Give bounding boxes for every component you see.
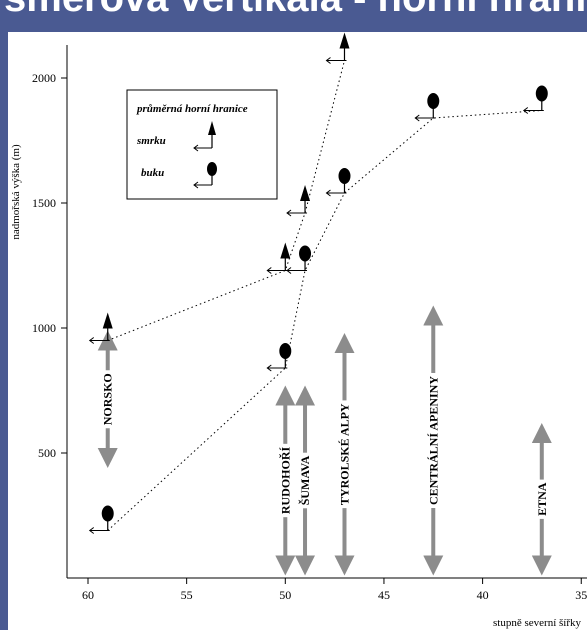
x-tick-label: 35 xyxy=(575,588,587,602)
region-label: TYROLSKÉ ALPY xyxy=(337,403,351,505)
marker-left-arrow xyxy=(286,209,292,217)
title-banner: směrová vertikála - horní hranice xyxy=(0,0,587,40)
x-axis-label: stupně severní šířky xyxy=(493,617,581,629)
spruce-marker xyxy=(266,242,291,274)
marker-triangle xyxy=(300,185,311,201)
spruce-marker xyxy=(286,185,311,217)
region-norsko: NORSKO xyxy=(97,330,118,468)
marker-left-arrow xyxy=(325,57,331,64)
marker-left-arrow xyxy=(266,364,272,372)
beech-marker xyxy=(414,93,440,122)
x-tick-label: 45 xyxy=(378,588,390,602)
marker-triangle xyxy=(102,312,113,329)
marker-ellipse xyxy=(101,505,114,522)
region-label-bg xyxy=(277,443,294,518)
region-label: ETNA xyxy=(535,482,549,516)
legend-beech-icon xyxy=(193,162,217,189)
region-arrows: NORSKO RUDOHOŘÍ ŠUMAVA TYROLSKÉ ALPY CENTRÁL… xyxy=(97,305,552,576)
banner-text: směrová vertikála - horní hranice xyxy=(4,0,587,21)
region-label: ŠUMAVA xyxy=(298,455,312,505)
ticks: 60 55 50 45 40 35 500 1000 1500 2000 xyxy=(32,71,587,602)
region-label-bg xyxy=(297,452,314,509)
axes: nadmořská výška (m) stupně severní šířky xyxy=(10,45,587,629)
region-label-bg xyxy=(533,479,550,519)
marker-left-arrow xyxy=(88,527,95,534)
series-spruce xyxy=(88,32,350,344)
chart-panel: nadmořská výška (m) stupně severní šířky… xyxy=(8,32,587,630)
y-tick-label: 1500 xyxy=(32,196,56,210)
spruce-marker xyxy=(88,312,113,344)
x-tick-label: 55 xyxy=(181,588,193,602)
region-label-bg xyxy=(336,400,353,509)
y-tick-label: 500 xyxy=(38,446,56,460)
region-label-bg xyxy=(99,370,116,429)
marker-left-arrow xyxy=(286,267,292,274)
region-label-bg xyxy=(425,372,442,509)
marker-left-arrow xyxy=(266,267,272,274)
legend-spruce-label: smrku xyxy=(136,135,166,147)
spruce-marker xyxy=(325,32,350,64)
marker-ellipse xyxy=(338,168,351,184)
region-tyrolské-alpy: TYROLSKÉ ALPY xyxy=(334,333,355,576)
beech-marker xyxy=(325,168,351,197)
x-tick-label: 50 xyxy=(279,588,291,602)
y-tick-label: 2000 xyxy=(32,71,56,85)
beech-marker xyxy=(266,343,292,372)
legend-beech-label: buku xyxy=(141,167,164,179)
beech-marker xyxy=(522,85,548,114)
x-tick-label: 40 xyxy=(477,588,489,602)
region-etna: ETNA xyxy=(531,423,552,576)
beech-marker xyxy=(286,245,312,274)
region-label: RUDOHOŘÍ xyxy=(278,447,292,515)
marker-left-arrow xyxy=(88,337,95,344)
marker-left-arrow xyxy=(325,189,331,197)
region-šumava: ŠUMAVA xyxy=(295,385,316,576)
marker-left-arrow xyxy=(414,114,420,122)
region-centrální-apeniny: CENTRÁLNÍ APENINY xyxy=(423,305,444,576)
marker-left-arrow xyxy=(522,107,529,114)
beech-marker xyxy=(88,505,114,534)
series-line xyxy=(107,110,542,531)
legend-title: průměrná horní hranice xyxy=(136,103,248,115)
legend: průměrná horní hranice smrku buku xyxy=(126,89,278,200)
y-axis-label: nadmořská výška (m) xyxy=(10,144,22,240)
y-tick-label: 1000 xyxy=(32,321,56,335)
marker-ellipse xyxy=(427,93,440,109)
legend-box xyxy=(126,89,278,200)
legend-spruce-icon xyxy=(193,121,216,152)
region-label: CENTRÁLNÍ APENINY xyxy=(426,376,440,505)
region-label: NORSKO xyxy=(101,373,115,425)
marker-ellipse xyxy=(535,85,548,102)
marker-ellipse xyxy=(299,245,312,262)
series-beech xyxy=(88,85,548,534)
marker-triangle xyxy=(339,32,350,49)
series-line xyxy=(107,60,345,341)
marker-ellipse xyxy=(279,343,292,359)
x-tick-label: 60 xyxy=(82,588,94,602)
chart-svg: nadmořská výška (m) stupně severní šířky… xyxy=(10,32,587,629)
region-rudohoří: RUDOHOŘÍ xyxy=(275,385,296,576)
marker-triangle xyxy=(280,242,291,259)
series-layer xyxy=(88,32,548,534)
